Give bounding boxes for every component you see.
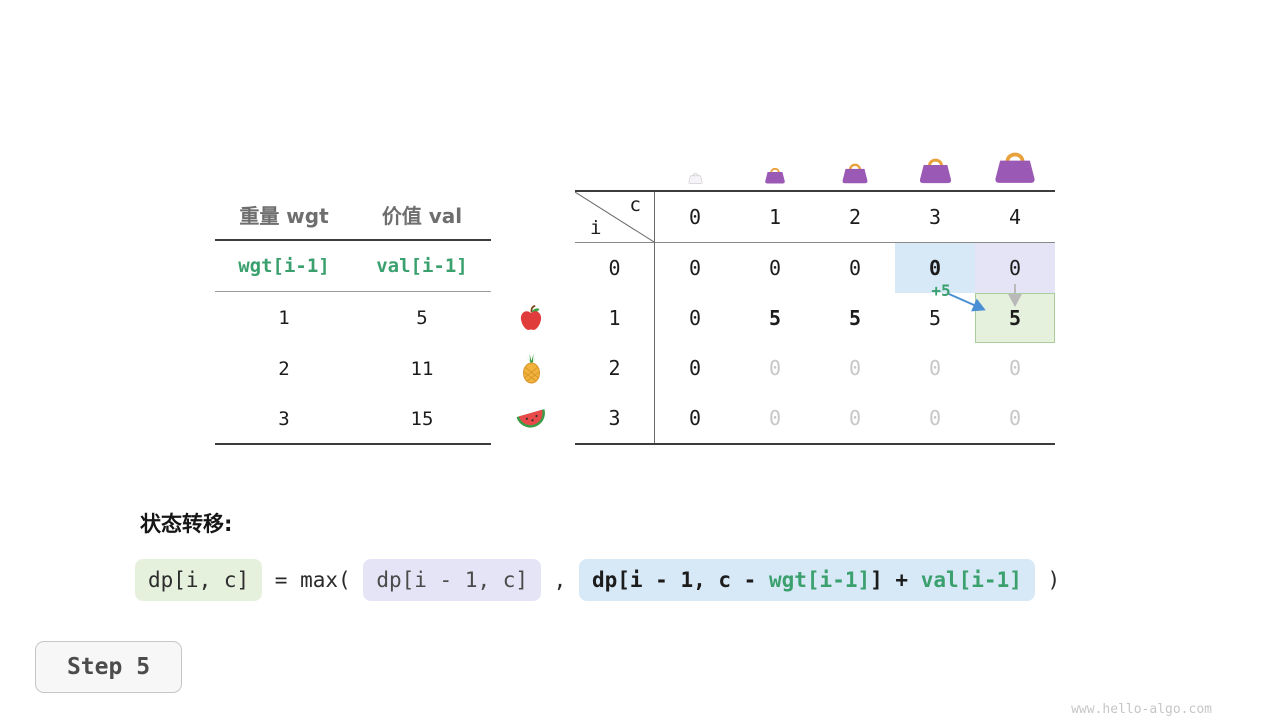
formula-close-paren: ) <box>1034 568 1061 592</box>
watermark: www.hello-algo.com <box>1071 702 1212 717</box>
bag-capacity-4-icon <box>993 147 1037 184</box>
watermelon-icon <box>504 393 558 443</box>
bag-capacity-3-icon <box>918 154 953 184</box>
dp-row-header: 0 <box>575 243 655 293</box>
dp-cell: 0 <box>848 406 862 430</box>
bag-slot <box>655 128 735 184</box>
item-table-body: 重量 wgt 价值 val wgt[i-1] val[i-1] 1 5 2 11 3 15 <box>215 190 491 445</box>
dp-cell: 0 <box>1008 356 1022 380</box>
bag-slot <box>735 128 815 184</box>
item-value-cell: 11 <box>410 357 434 380</box>
bag-capacity-1-icon <box>764 165 786 184</box>
formula-comma: , <box>541 568 579 592</box>
item-table-row: 3 15 <box>215 394 491 445</box>
dp-cell: 0 <box>848 356 862 380</box>
dp-cell: 0 <box>768 356 782 380</box>
bag-slot <box>895 128 975 184</box>
dp-cell: 0 <box>928 356 942 380</box>
item-value-cell: 1 <box>278 306 290 329</box>
dp-cell: 0 <box>688 256 702 280</box>
dp-cell: 0 <box>688 306 702 330</box>
item-table-column-header: 重量 wgt <box>239 204 329 228</box>
formula-option-keep: dp[i - 1, c] <box>363 559 542 601</box>
corner-row-label: i <box>590 217 602 239</box>
item-table-header-row: 重量 wgt 价值 val <box>215 190 491 241</box>
formula-equals-max: = max( <box>262 568 364 592</box>
dp-cell: 0 <box>928 406 942 430</box>
item-table-column-header: 价值 val <box>381 204 463 228</box>
state-transition-label: 状态转移: <box>140 512 233 536</box>
formula-part: wgt[i-1] <box>768 568 871 592</box>
corner-diagonal <box>575 192 654 242</box>
dp-cell: 0 <box>1008 406 1022 430</box>
fruit-column <box>504 293 558 443</box>
dp-col-header: 2 <box>815 192 895 243</box>
dp-cell: 5 <box>848 306 862 330</box>
formula-part: dp[i - 1, c - <box>591 568 769 592</box>
item-index-cell: wgt[i-1] <box>238 255 330 277</box>
apple-icon <box>504 293 558 343</box>
dp-row-header: 1 <box>575 293 655 343</box>
item-table: 重量 wgt 价值 val wgt[i-1] val[i-1] 1 5 2 11 3 15 <box>215 190 491 445</box>
dp-cell: 0 <box>895 243 975 293</box>
dp-cell: 0 <box>688 356 702 380</box>
formula-option-take: dp[i - 1, c - wgt[i-1]] + val[i-1] <box>578 559 1035 601</box>
dp-row-header: 3 <box>575 393 655 443</box>
item-value-cell: 3 <box>278 407 290 430</box>
transition-gain-label: +5 <box>931 281 951 300</box>
item-index-cell: val[i-1] <box>376 255 468 277</box>
pineapple-icon <box>504 343 558 393</box>
dp-cell: 0 <box>848 256 862 280</box>
item-value-cell: 2 <box>278 357 290 380</box>
item-value-cell: 15 <box>410 407 434 430</box>
bag-row <box>655 128 1055 184</box>
dp-cell: 5 <box>928 306 942 330</box>
dp-cell: 0 <box>975 243 1055 293</box>
dp-col-header: 0 <box>655 192 735 243</box>
item-value-cell: 5 <box>416 306 428 329</box>
dp-cell: 0 <box>768 406 782 430</box>
dp-cell: 5 <box>975 293 1055 343</box>
bag-slot <box>815 128 895 184</box>
dp-cell: 0 <box>768 256 782 280</box>
dp-col-header: 3 <box>895 192 975 243</box>
formula-lhs: dp[i, c] <box>135 559 263 601</box>
bag-capacity-2-icon <box>841 160 869 184</box>
dp-cell: 0 <box>688 406 702 430</box>
dp-col-header: 1 <box>735 192 815 243</box>
step-label: Step 5 <box>66 654 151 680</box>
dp-cell: 5 <box>768 306 782 330</box>
step-indicator: Step 5 <box>35 641 182 693</box>
corner-col-label: c <box>629 194 641 216</box>
formula-row: dp[i, c] = max( dp[i - 1, c] , dp[i - 1,… <box>135 559 1060 601</box>
formula-part: val[i-1] <box>920 568 1022 592</box>
dp-row-header: 2 <box>575 343 655 393</box>
bag-capacity-0-icon <box>688 171 703 184</box>
item-table-index-row: wgt[i-1] val[i-1] <box>215 241 491 292</box>
item-table-row: 2 11 <box>215 343 491 394</box>
formula-part: ] + <box>870 568 921 592</box>
bag-slot <box>975 128 1055 184</box>
dp-col-header: 4 <box>975 192 1055 243</box>
